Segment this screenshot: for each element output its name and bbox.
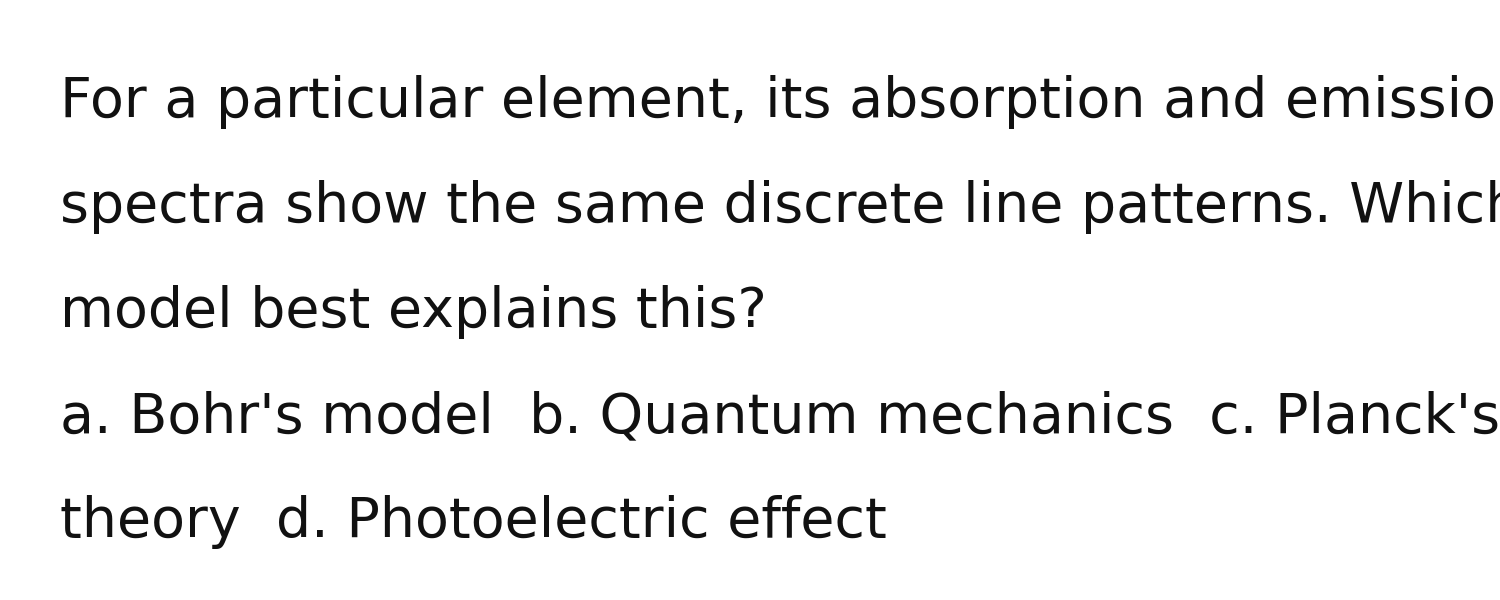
- Text: model best explains this?: model best explains this?: [60, 285, 766, 339]
- Text: a. Bohr's model  b. Quantum mechanics  c. Planck's: a. Bohr's model b. Quantum mechanics c. …: [60, 390, 1500, 444]
- Text: theory  d. Photoelectric effect: theory d. Photoelectric effect: [60, 495, 886, 549]
- Text: For a particular element, its absorption and emission: For a particular element, its absorption…: [60, 75, 1500, 129]
- Text: spectra show the same discrete line patterns. Which: spectra show the same discrete line patt…: [60, 180, 1500, 234]
